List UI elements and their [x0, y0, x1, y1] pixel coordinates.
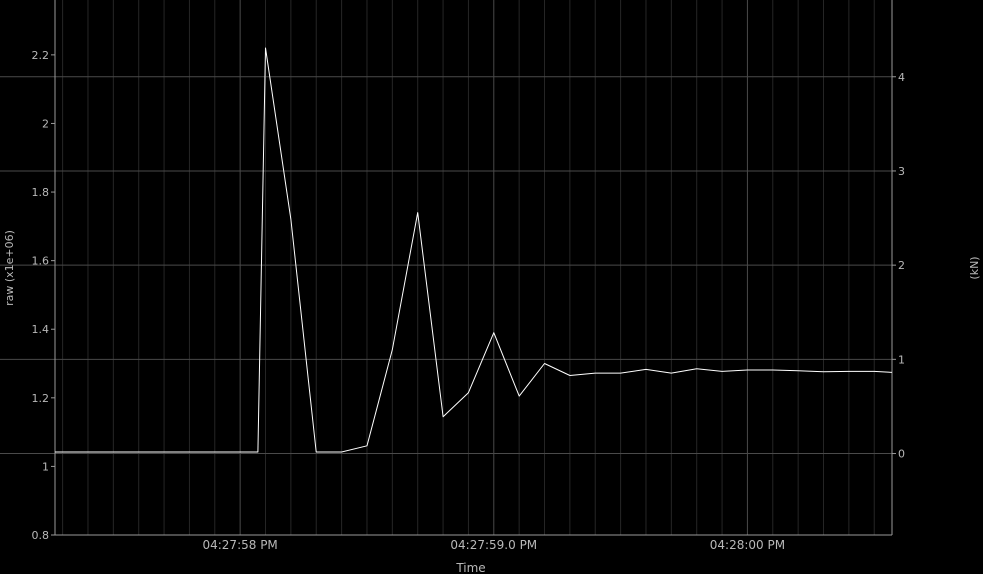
series-line — [55, 47, 893, 453]
x-tick-label: 04:28:00 PM — [710, 538, 785, 552]
x-axis-ticks: 04:27:58 PM 04:27:59.0 PM 04:28:00 PM — [202, 538, 785, 552]
major-gridlines — [0, 0, 892, 535]
y-tick-label: 1.4 — [32, 323, 50, 336]
y-tick-label: 2.2 — [32, 49, 50, 62]
right-axis-ticks: 0 1 2 3 4 — [892, 71, 905, 461]
minor-gridlines — [62, 0, 875, 535]
axes — [54, 0, 893, 536]
left-axis-label: raw (x1e+06) — [3, 230, 16, 306]
y2-tick-label: 1 — [898, 353, 905, 366]
y-tick-label: 0.8 — [32, 529, 50, 542]
y-tick-label: 1 — [42, 460, 49, 473]
x-axis-label: Time — [455, 561, 485, 574]
right-axis-label: (kN) — [968, 256, 981, 279]
y2-tick-label: 4 — [898, 71, 905, 84]
left-axis-ticks: 0.8 1 1.2 1.4 1.6 1.8 2 2.2 — [32, 49, 55, 542]
y-tick-label: 1.2 — [32, 392, 50, 405]
x-tick-label: 04:27:59.0 PM — [450, 538, 537, 552]
y2-tick-label: 0 — [898, 448, 905, 461]
y-tick-label: 1.6 — [32, 255, 50, 268]
y2-tick-label: 3 — [898, 165, 905, 178]
y-tick-label: 1.8 — [32, 186, 50, 199]
y2-tick-label: 2 — [898, 259, 905, 272]
y-tick-label: 2 — [42, 117, 49, 130]
series-group — [55, 47, 893, 453]
x-tick-label: 04:27:58 PM — [202, 538, 277, 552]
